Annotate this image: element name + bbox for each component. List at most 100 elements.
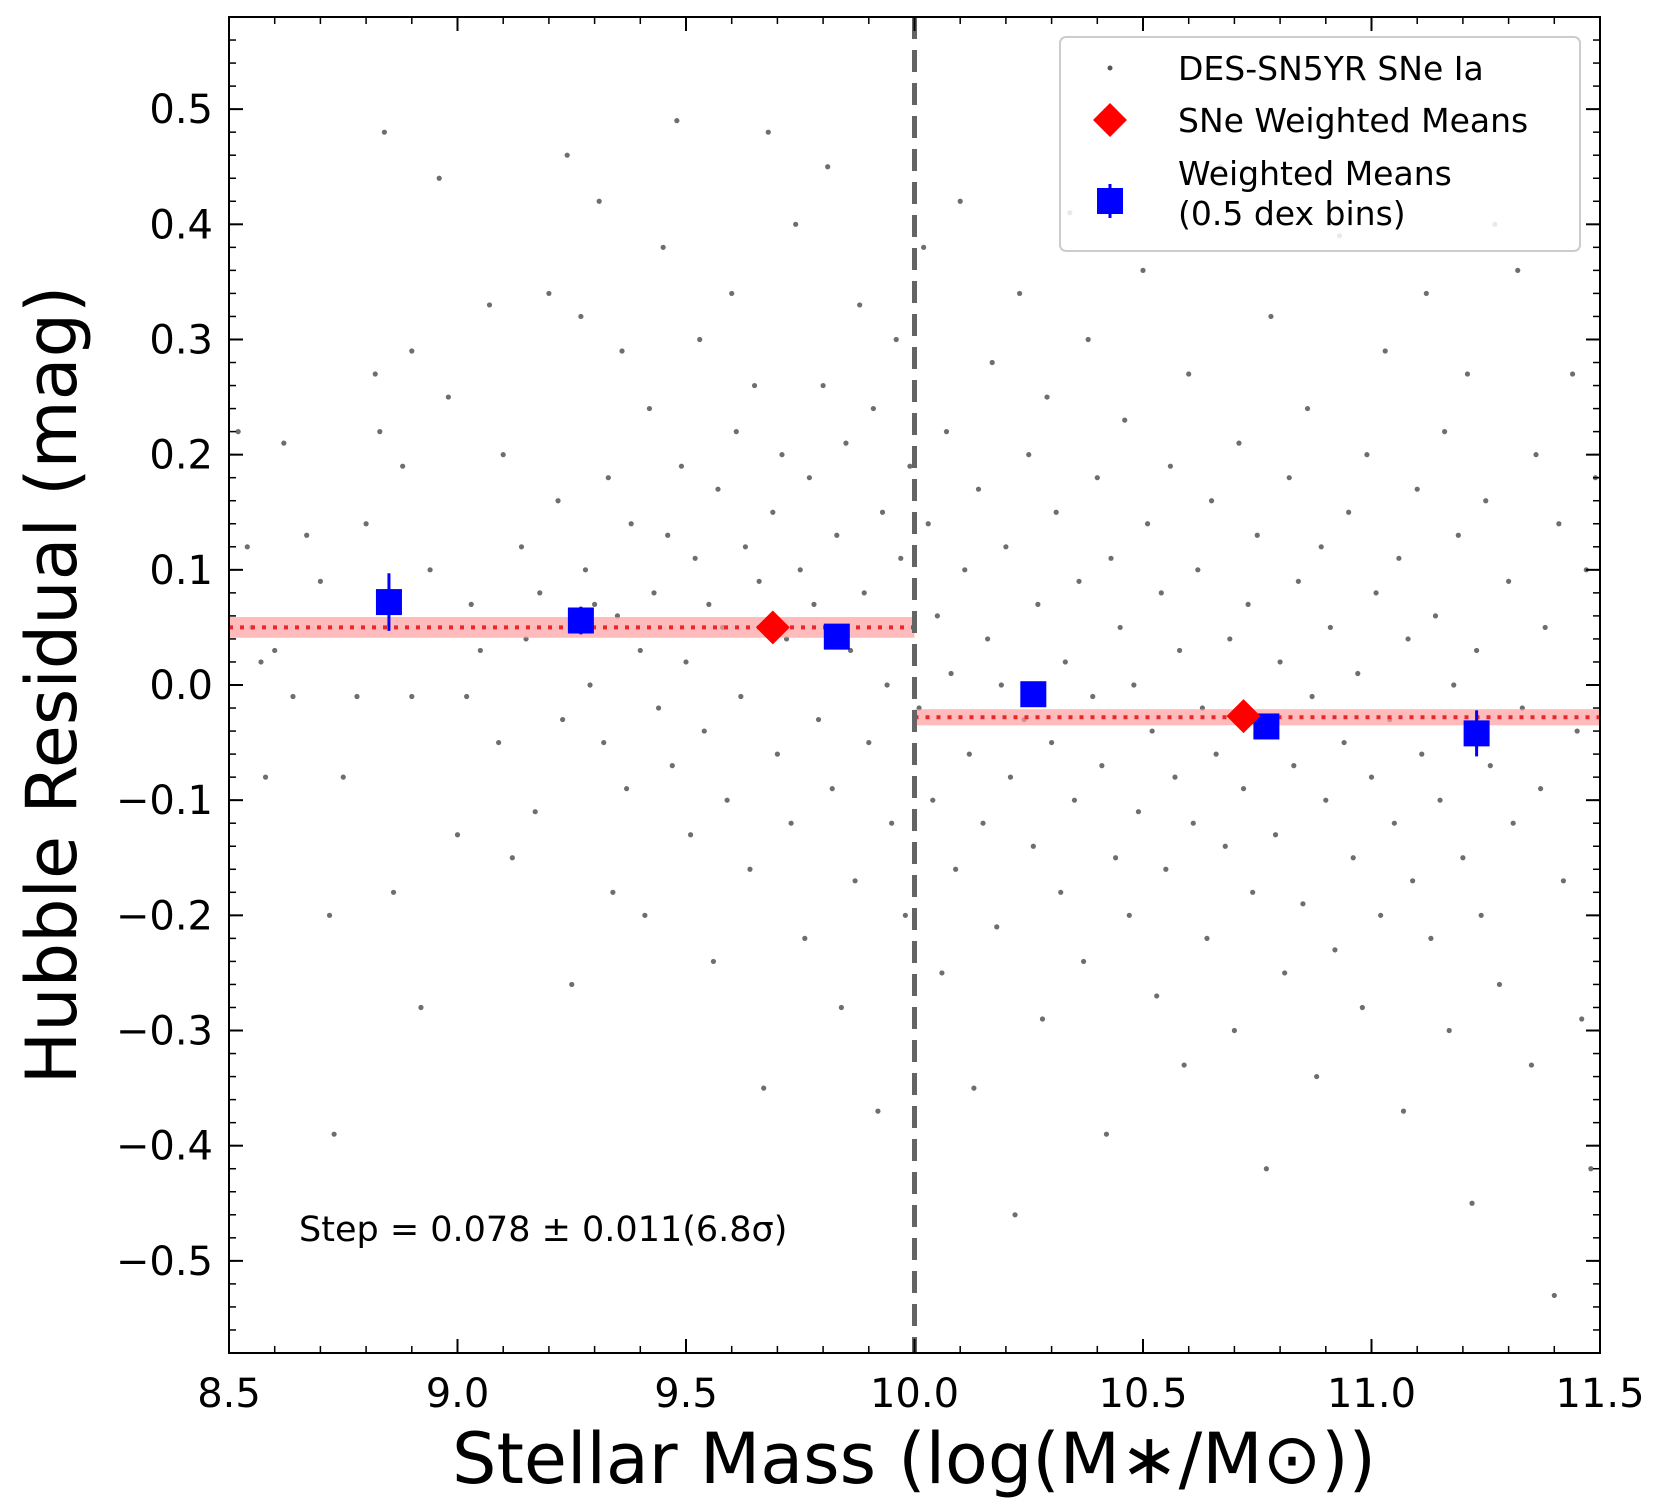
scatter-point xyxy=(409,348,415,354)
scatter-point xyxy=(1181,1062,1187,1068)
scatter-point xyxy=(1359,1004,1365,1011)
scatter-point xyxy=(1080,958,1087,965)
scatter-point xyxy=(651,590,657,596)
scatter-point xyxy=(1291,763,1297,769)
scatter-point xyxy=(1414,486,1420,492)
scatter-point xyxy=(1254,532,1260,538)
scatter-point xyxy=(971,1085,977,1091)
scatter-point xyxy=(884,682,890,688)
scatter-point xyxy=(902,912,908,918)
scatter-point xyxy=(1428,935,1434,941)
scatter-point xyxy=(962,567,968,573)
scatter-point xyxy=(1437,797,1443,803)
scatter-point xyxy=(1579,1016,1585,1022)
scatter-point xyxy=(742,544,749,550)
scatter-point xyxy=(975,486,982,492)
scatter-point xyxy=(751,382,758,389)
scatter-point xyxy=(1373,590,1379,596)
scatter-point xyxy=(1542,624,1548,631)
scatter-point xyxy=(354,693,360,700)
scatter-point xyxy=(1318,544,1324,550)
scatter-point xyxy=(1332,947,1338,953)
scatter-point xyxy=(1574,728,1580,734)
scatter-point xyxy=(290,693,296,700)
scatter-point xyxy=(1272,832,1279,838)
scatter-point xyxy=(1158,590,1164,596)
legend-dot-marker xyxy=(1107,65,1113,71)
scatter-point xyxy=(875,1108,881,1114)
legend-label-binned-means-sub: (0.5 dex bins) xyxy=(1178,194,1406,233)
scatter-point xyxy=(331,1131,337,1137)
scatter-point xyxy=(1569,371,1576,377)
scatter-point xyxy=(532,809,538,815)
scatter-point xyxy=(1140,267,1146,273)
scatter-point xyxy=(1364,452,1370,458)
y-tick-label: 0.2 xyxy=(149,433,213,479)
scatter-point xyxy=(674,118,680,124)
scatter-point xyxy=(1446,1027,1452,1034)
sne-mean-marker xyxy=(1226,699,1261,734)
scatter-point xyxy=(1026,452,1032,458)
scatter-point xyxy=(546,290,552,297)
scatter-point xyxy=(564,152,570,158)
scatter-point xyxy=(925,521,931,527)
legend-square-marker xyxy=(1097,188,1123,214)
scatter-point xyxy=(1282,970,1288,976)
y-tick-label: −0.5 xyxy=(116,1239,213,1285)
scatter-point xyxy=(811,601,817,607)
scatter-point xyxy=(1346,509,1352,515)
scatter-point xyxy=(601,739,607,746)
scatter-point xyxy=(363,521,369,527)
scatter-point xyxy=(1451,682,1457,688)
binned-mean-marker xyxy=(1020,681,1047,708)
scatter-point xyxy=(943,429,950,435)
scatter-point xyxy=(1012,1212,1018,1218)
x-tick-label: 11.5 xyxy=(1555,1371,1644,1417)
x-tick-label: 8.5 xyxy=(197,1371,261,1417)
scatter-point xyxy=(1469,1200,1475,1206)
scatter-point xyxy=(1062,659,1068,665)
scatter-point xyxy=(701,728,707,734)
scatter-point xyxy=(793,221,799,227)
scatter-point xyxy=(1478,912,1484,918)
scatter-point xyxy=(692,555,698,561)
scatter-point xyxy=(1350,855,1356,861)
scatter-point xyxy=(861,590,867,596)
scatter-point xyxy=(578,313,584,320)
binned-means-layer xyxy=(375,573,1490,757)
scatter-point xyxy=(281,440,287,446)
y-tick-label: 0.0 xyxy=(149,663,213,709)
scatter-point xyxy=(1382,348,1388,354)
scatter-point xyxy=(715,486,721,492)
scatter-point xyxy=(486,302,493,308)
scatter-point xyxy=(989,359,995,366)
scatter-point xyxy=(724,797,730,803)
scatter-point xyxy=(660,244,666,250)
scatter-point xyxy=(820,382,826,389)
legend: DES-SN5YR SNe Ia SNe Weighted Means Weig… xyxy=(1059,36,1581,252)
scatter-point xyxy=(569,981,575,988)
scatter-point xyxy=(788,820,794,826)
scatter-point xyxy=(1410,878,1416,884)
scatter-point xyxy=(1007,774,1014,780)
scatter-point xyxy=(1039,1016,1046,1022)
scatter-point xyxy=(623,786,630,792)
y-axis-label: Hubble Residual (mag) xyxy=(11,286,93,1085)
scatter-point xyxy=(683,659,689,665)
x-tick-label: 9.5 xyxy=(654,1371,718,1417)
scatter-point xyxy=(500,452,506,458)
sne-means-layer xyxy=(755,610,1261,734)
scatter-point xyxy=(770,509,776,515)
scatter-point xyxy=(518,544,525,550)
scatter-point xyxy=(537,590,543,596)
scatter-point xyxy=(939,970,945,976)
scatter-point xyxy=(1167,463,1174,469)
scatter-point xyxy=(1455,532,1461,538)
scatter-point xyxy=(436,175,442,181)
y-tick-label: −0.1 xyxy=(116,778,213,824)
scatter-point xyxy=(665,532,671,538)
scatter-point xyxy=(797,567,803,573)
scatter-point xyxy=(985,636,991,642)
scatter-point xyxy=(1076,578,1082,584)
